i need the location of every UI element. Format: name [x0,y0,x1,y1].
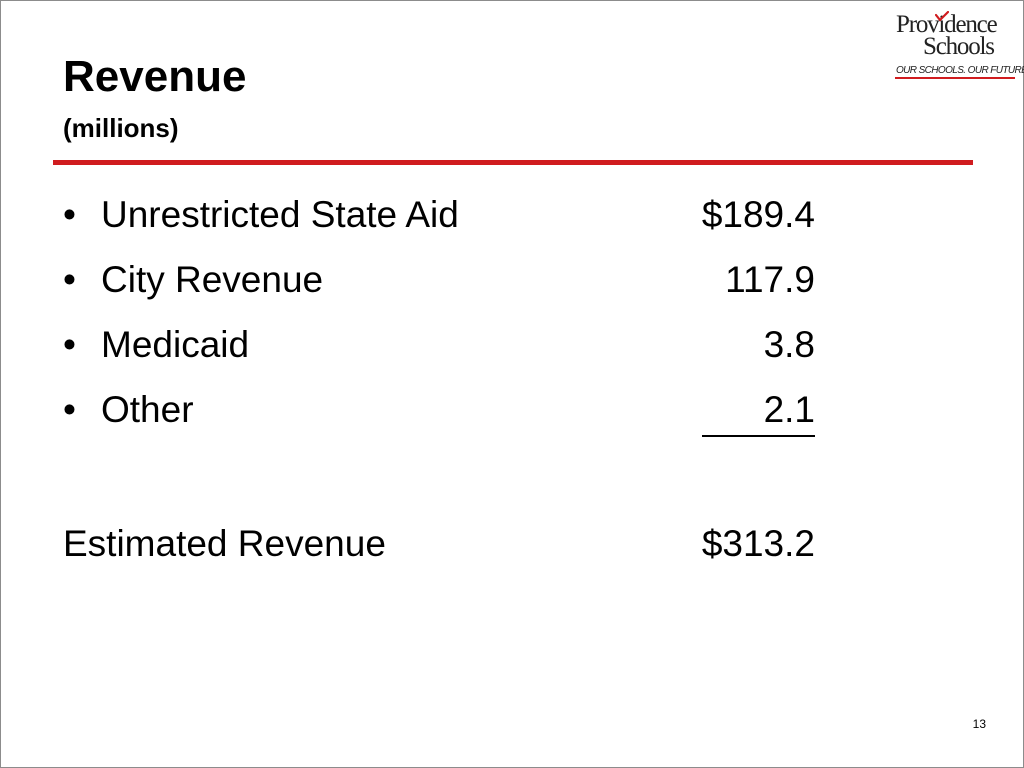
total-row: Estimated Revenue $313.2 [63,516,823,576]
bullet-icon: • [63,194,76,235]
revenue-list: • Unrestricted State Aid $189.4 • City R… [63,187,823,447]
providence-schools-logo: Providence Schools OUR SCHOOLS. OUR FUTU… [895,11,1024,81]
item-label: City Revenue [101,259,324,300]
checkmark-icon [935,11,949,21]
logo-wordmark-line2: Schools [923,33,995,60]
slide-subtitle: (millions) [63,113,179,143]
list-item: • Unrestricted State Aid $189.4 [63,187,823,252]
item-amount: $189.4 [701,194,815,235]
logo-tagline: OUR SCHOOLS. OUR FUTURE [896,65,1024,76]
list-item: • City Revenue 117.9 [63,252,823,317]
list-item: • Medicaid 3.8 [63,317,823,382]
item-label: Medicaid [101,324,250,365]
item-amount: 117.9 [725,259,815,300]
item-amount: 2.1 [701,385,815,437]
total-label: Estimated Revenue [63,523,386,564]
logo-wordmark-line1: Providence [896,11,998,38]
logo-tagline-rule [895,77,1015,79]
bullet-icon: • [63,324,76,365]
bullet-icon: • [63,389,76,430]
item-amount: 3.8 [763,324,815,365]
slide-title: Revenue [63,52,247,101]
page-number: 13 [972,717,986,731]
total-amount: $313.2 [701,523,815,564]
title-divider [53,160,973,165]
item-label: Other [101,389,194,430]
item-label: Unrestricted State Aid [101,194,459,235]
bullet-icon: • [63,259,76,300]
list-item: • Other 2.1 [63,382,823,447]
